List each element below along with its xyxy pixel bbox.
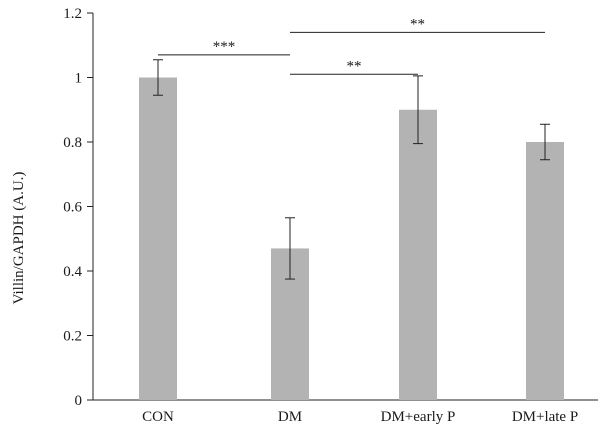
y-tick-label: 0.8 — [63, 135, 82, 151]
significance-label: ** — [347, 58, 362, 74]
bars — [139, 77, 564, 400]
x-tick-label: CON — [142, 409, 174, 425]
bar — [399, 109, 437, 400]
bar — [526, 142, 564, 400]
significance-annotations: ******* — [158, 16, 545, 75]
error-bars — [153, 59, 550, 280]
y-axis: 0 0.2 0.4 0.6 0.8 1 1.2 — [63, 6, 94, 409]
x-axis: CON DM DM+early P DM+late P — [93, 399, 598, 425]
significance-label: *** — [213, 39, 236, 55]
bar — [139, 77, 177, 400]
y-tick-label: 1.2 — [63, 6, 82, 22]
x-tick-label: DM+late P — [512, 409, 578, 425]
x-tick-label: DM+early P — [381, 409, 456, 425]
significance-label: ** — [410, 16, 425, 32]
y-tick-label: 0 — [75, 393, 83, 409]
y-tick-label: 0.2 — [63, 329, 82, 345]
y-tick-label: 0.4 — [63, 264, 82, 280]
y-tick-label: 0.6 — [63, 200, 82, 216]
y-tick-label: 1 — [75, 71, 83, 87]
x-tick-label: DM — [278, 409, 302, 425]
y-axis-title: Villin/GAPDH (A.U.) — [11, 172, 27, 305]
